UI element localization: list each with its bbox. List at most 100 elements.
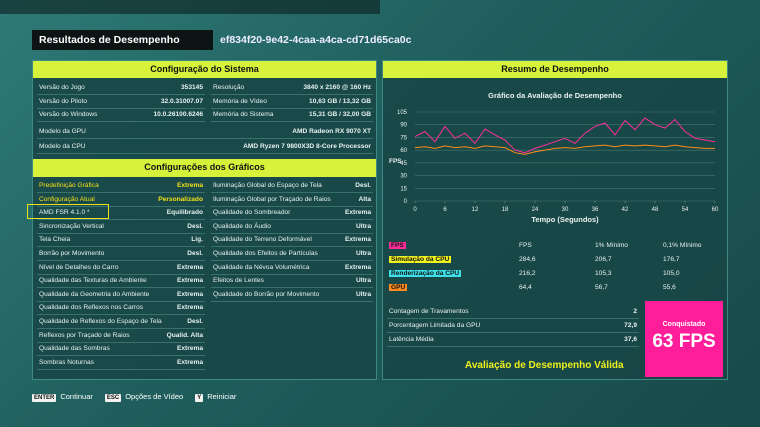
setting-label: Tela Cheia <box>39 236 71 244</box>
setting-value: Alta <box>358 195 371 203</box>
row-separator <box>37 219 205 221</box>
table-cell: Simulação da CPU <box>389 256 452 263</box>
table-cell: 206,7 <box>595 256 612 263</box>
setting-row: Resolução 3840 x 2160 @ 160 Hz <box>213 84 371 94</box>
setting-row: Tela Cheia Lig. <box>39 236 203 246</box>
x-tick-label: 24 <box>532 207 539 213</box>
setting-label: Qualidade da Névoa Volumétrica <box>213 263 310 271</box>
row-separator <box>37 355 205 357</box>
key-badge: Y <box>195 394 204 402</box>
setting-value: Extrema <box>176 345 203 353</box>
setting-row: Porcentagem Limitada da GPU 72,9 <box>389 322 637 332</box>
right-panel: Resumo de Desempenho Gráfico da Avaliaçã… <box>382 60 728 380</box>
row-separator <box>211 300 373 302</box>
setting-label: Resolução <box>213 84 245 91</box>
action-label: Reiniciar <box>207 392 237 401</box>
series-line <box>414 117 716 154</box>
series-line <box>414 144 715 155</box>
row-separator <box>211 246 373 248</box>
setting-row: Efeitos de Lentes Ultra <box>213 277 371 287</box>
setting-value: 2 <box>633 308 637 315</box>
setting-value: AMD Ryzen 7 9800X3D 8-Core Processor <box>243 143 371 150</box>
setting-value: 72,9 <box>624 322 637 329</box>
setting-label: Nível de Detalhes do Carro <box>39 263 119 271</box>
setting-value: AMD Radeon RX 9070 XT <box>292 128 371 135</box>
setting-value: Extrema <box>344 236 371 244</box>
setting-label: Qualidade do Terreno Deformável <box>213 236 312 244</box>
setting-value: Desl. <box>187 250 203 257</box>
row-separator <box>211 107 373 109</box>
setting-row: Versão do Windows 10.0.26100.6246 <box>39 111 203 121</box>
setting-row: Qualidade das Texturas de Ambiente Extrem… <box>39 277 203 287</box>
setting-value: 32.0.31007.07 <box>160 97 203 105</box>
table-cell: 284,6 <box>519 256 536 263</box>
setting-value: Personalizado <box>158 195 203 203</box>
setting-label: Qualidade dos Reflexos nos Carros <box>39 304 144 312</box>
section-header: Configurações dos Gráficos <box>33 159 376 177</box>
table-cell: FPS <box>389 242 406 249</box>
x-tick-label: 12 <box>472 207 479 213</box>
setting-label: Qualidade da Geometria do Ambiente <box>39 290 150 298</box>
row-separator <box>37 287 205 289</box>
action-label: Continuar <box>60 392 93 401</box>
setting-value: Extrema <box>176 290 203 298</box>
setting-value: 3840 x 2160 @ 160 Hz <box>303 84 371 91</box>
row-separator <box>37 273 205 275</box>
x-axis-label: Tempo (Segundos) <box>531 215 599 224</box>
y-tick-label: 15 <box>400 186 407 192</box>
setting-label: Qualidade das Texturas de Ambiente <box>39 277 147 285</box>
setting-value: 15,31 GB / 32,00 GB <box>309 111 371 118</box>
x-tick-label: 18 <box>502 207 509 213</box>
setting-label: Qualidade de Reflexos do Espaço de Tela <box>39 318 162 325</box>
setting-value: Qualid. Alta <box>166 331 203 339</box>
setting-row: Qualidade de Reflexos do Espaço de Tela D… <box>39 318 203 328</box>
setting-row: Qualidade do Áudio Ultra <box>213 223 371 233</box>
highlight-box <box>27 204 109 219</box>
setting-value: 10.0.26100.6246 <box>153 111 203 118</box>
setting-label: Qualidade do Borrão por Movimento <box>213 290 320 298</box>
setting-label: Versão do Windows <box>39 111 98 118</box>
setting-value: 37,6 <box>624 336 637 343</box>
footer-action: ESC Opções de Vídeo <box>104 392 184 402</box>
table-cell: Renderização da CPU <box>389 270 462 277</box>
setting-label: Latência Média <box>389 336 434 343</box>
footer-action: Y Reiniciar <box>195 392 237 402</box>
y-tick-label: 45 <box>400 161 407 167</box>
row-separator <box>211 121 373 122</box>
setting-row: Iluminação Global por Traçado de Raios Al… <box>213 196 371 206</box>
setting-row: Sombras Noturnas Extrema <box>39 359 203 369</box>
page-title: Resultados de Desempenho <box>32 30 213 50</box>
row-separator <box>387 332 639 333</box>
row-separator <box>211 260 373 261</box>
setting-value: Ultra <box>355 290 371 298</box>
x-tick-label: 0 <box>413 207 417 213</box>
setting-value: Extrema <box>344 209 371 217</box>
row-separator <box>211 94 373 95</box>
table-cell: 56,7 <box>595 284 608 291</box>
setting-value: Extrema <box>176 358 203 366</box>
setting-row: Qualidade da Névoa Volumétrica Extrema <box>213 264 371 274</box>
row-separator <box>211 287 373 289</box>
y-tick-label: 90 <box>400 123 407 129</box>
row-separator <box>37 246 205 248</box>
setting-value: Ultra <box>355 222 371 230</box>
x-tick-label: 60 <box>712 207 719 213</box>
row-separator <box>37 94 205 95</box>
setting-value: Extrema <box>176 304 203 312</box>
row-separator <box>37 192 205 193</box>
row-separator <box>211 232 373 234</box>
setting-value: Desl. <box>187 222 203 230</box>
setting-label: Modelo da GPU <box>39 128 86 135</box>
setting-value: Ultra <box>355 250 371 257</box>
setting-row: Qualidade da Geometria do Ambiente Extrem… <box>39 291 203 301</box>
setting-row: Qualidade dos Efeitos de Partículas Ultra <box>213 250 371 260</box>
setting-label: Memória de Vídeo <box>213 97 267 105</box>
setting-row: Modelo da GPU AMD Radeon RX 9070 XT <box>39 128 371 138</box>
row-separator <box>37 138 373 139</box>
setting-value: Equilibrado <box>166 209 203 217</box>
y-tick-label: 75 <box>400 135 407 141</box>
row-separator <box>37 314 205 316</box>
table-cell: 0,1% Mínimo <box>663 242 702 249</box>
y-tick-label: 30 <box>400 174 407 180</box>
action-label: Opções de Vídeo <box>125 392 184 401</box>
